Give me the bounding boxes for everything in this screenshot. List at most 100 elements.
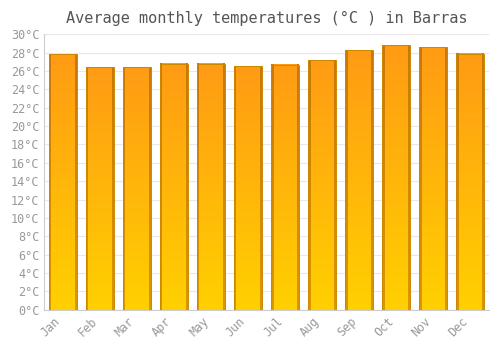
Bar [260,291,262,294]
Bar [346,303,348,307]
Bar [123,149,151,152]
Bar [186,254,188,258]
Bar [346,180,348,183]
Bar [160,137,162,141]
Bar [456,226,484,230]
Bar [49,175,77,179]
Bar [112,231,114,234]
Bar [86,197,114,201]
Bar [148,119,151,122]
Bar [74,169,77,173]
Bar [197,288,200,291]
Bar [445,50,447,54]
Bar [160,254,188,258]
Bar [186,205,188,208]
Bar [160,248,188,251]
Bar [382,148,384,151]
Bar [234,91,236,94]
Bar [197,113,225,116]
Bar [234,124,236,127]
Bar [420,237,447,241]
Bar [456,105,458,108]
Bar [49,230,51,233]
Bar [86,97,114,101]
Bar [371,232,373,235]
Bar [272,297,274,301]
Bar [297,117,299,120]
Bar [197,270,200,273]
Bar [112,106,114,110]
Bar [308,150,310,154]
Bar [148,125,151,128]
Bar [371,173,373,176]
Bar [160,63,162,67]
Bar [74,156,77,160]
Bar [123,76,126,79]
Bar [420,113,422,116]
Bar [86,300,88,304]
Bar [371,235,373,238]
Bar [445,129,447,132]
Bar [197,285,225,288]
Bar [86,85,88,89]
Bar [112,228,114,231]
Bar [382,293,410,296]
Bar [297,147,299,150]
Bar [371,56,373,60]
Bar [86,228,114,231]
Bar [297,285,299,288]
Bar [346,219,348,222]
Bar [382,181,410,184]
Bar [197,264,200,267]
Bar [346,79,348,82]
Bar [123,255,126,258]
Bar [86,143,88,146]
Bar [186,134,188,138]
Bar [86,131,88,134]
Bar [382,154,410,158]
Bar [445,93,447,96]
Bar [382,280,384,283]
Bar [186,236,188,239]
Bar [272,279,299,282]
Bar [346,232,348,235]
Bar [160,76,188,79]
Bar [456,178,458,182]
Bar [272,104,299,107]
Bar [123,122,151,125]
Bar [346,134,373,138]
Bar [272,230,299,233]
Bar [382,267,384,270]
Bar [371,118,373,121]
Bar [160,110,162,113]
Bar [112,152,114,155]
Bar [197,100,225,104]
Bar [223,134,225,138]
Bar [112,197,114,201]
Bar [334,125,336,129]
Bar [482,300,484,303]
Bar [272,245,274,248]
Bar [234,118,236,121]
Bar [272,110,274,114]
Bar [272,258,299,261]
Bar [223,137,225,141]
Bar [86,276,88,279]
Bar [334,94,336,97]
Bar [123,128,151,131]
Bar [456,57,484,60]
Bar [112,264,114,267]
Bar [234,230,236,234]
Bar [49,281,77,284]
Bar [408,296,410,300]
Bar [112,258,114,261]
Bar [86,282,88,286]
Bar [197,137,200,141]
Bar [272,264,274,267]
Bar [334,197,336,201]
Bar [197,64,225,310]
Bar [197,156,225,159]
Bar [420,119,447,122]
Bar [408,48,410,52]
Bar [272,132,299,135]
